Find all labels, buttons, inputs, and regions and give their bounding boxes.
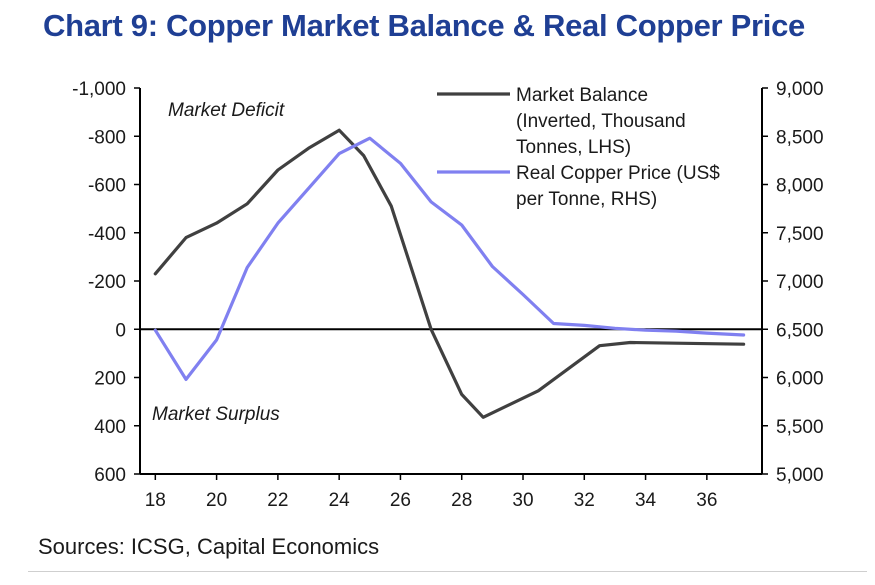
footer-divider: [28, 571, 867, 572]
x-tick-label: 34: [635, 490, 657, 511]
market-balance-line: [153, 128, 746, 419]
x-tick-label: 36: [696, 490, 717, 511]
legend-label: per Tonne, RHS): [516, 189, 657, 210]
left-tick-label: -1,000: [72, 79, 126, 100]
right-tick-label: 6,000: [776, 369, 824, 390]
right-tick-label: 7,000: [776, 272, 824, 293]
right-tick-label: 5,000: [776, 465, 824, 486]
annotation-market-surplus: Market Surplus: [152, 404, 280, 425]
left-tick-label: 600: [94, 465, 126, 486]
source-note: Sources: ICSG, Capital Economics: [38, 534, 380, 559]
legend-label: (Inverted, Thousand: [516, 111, 686, 132]
x-tick-label: 32: [574, 490, 595, 511]
left-tick-label: -400: [88, 224, 126, 245]
left-tick-label: 400: [94, 417, 126, 438]
right-tick-label: 8,500: [776, 127, 824, 148]
right-tick-label: 7,500: [776, 224, 824, 245]
legend-entry: Real Copper Price (US$ per Tonne, RHS): [437, 163, 720, 210]
x-tick-label: 28: [451, 490, 472, 511]
x-tick-label: 20: [206, 490, 227, 511]
legend-label: Real Copper Price (US$: [516, 163, 720, 184]
left-tick-label: 0: [115, 320, 126, 341]
legend-entry: Market Balance (Inverted, Thousand Tonnes,…: [437, 85, 686, 158]
legend-label: Tonnes, LHS): [516, 137, 631, 158]
left-tick-label: -800: [88, 127, 126, 148]
right-tick-label: 9,000: [776, 79, 824, 100]
right-tick-label: 6,500: [776, 320, 824, 341]
left-tick-label: 200: [94, 369, 126, 390]
legend-label: Market Balance: [516, 85, 648, 106]
annotation-market-deficit: Market Deficit: [168, 100, 285, 121]
right-tick-label: 8,000: [776, 176, 824, 197]
x-tick-label: 30: [512, 490, 533, 511]
x-tick-label: 18: [145, 490, 166, 511]
x-tick-label: 26: [390, 490, 411, 511]
x-tick-label: 22: [267, 490, 288, 511]
left-tick-label: -600: [88, 176, 126, 197]
right-tick-label: 5,500: [776, 417, 824, 438]
left-tick-label: -200: [88, 272, 126, 293]
x-tick-label: 24: [329, 490, 351, 511]
chart-title: Chart 9: Copper Market Balance & Real Co…: [43, 8, 805, 43]
copper-price-line: [153, 136, 746, 381]
